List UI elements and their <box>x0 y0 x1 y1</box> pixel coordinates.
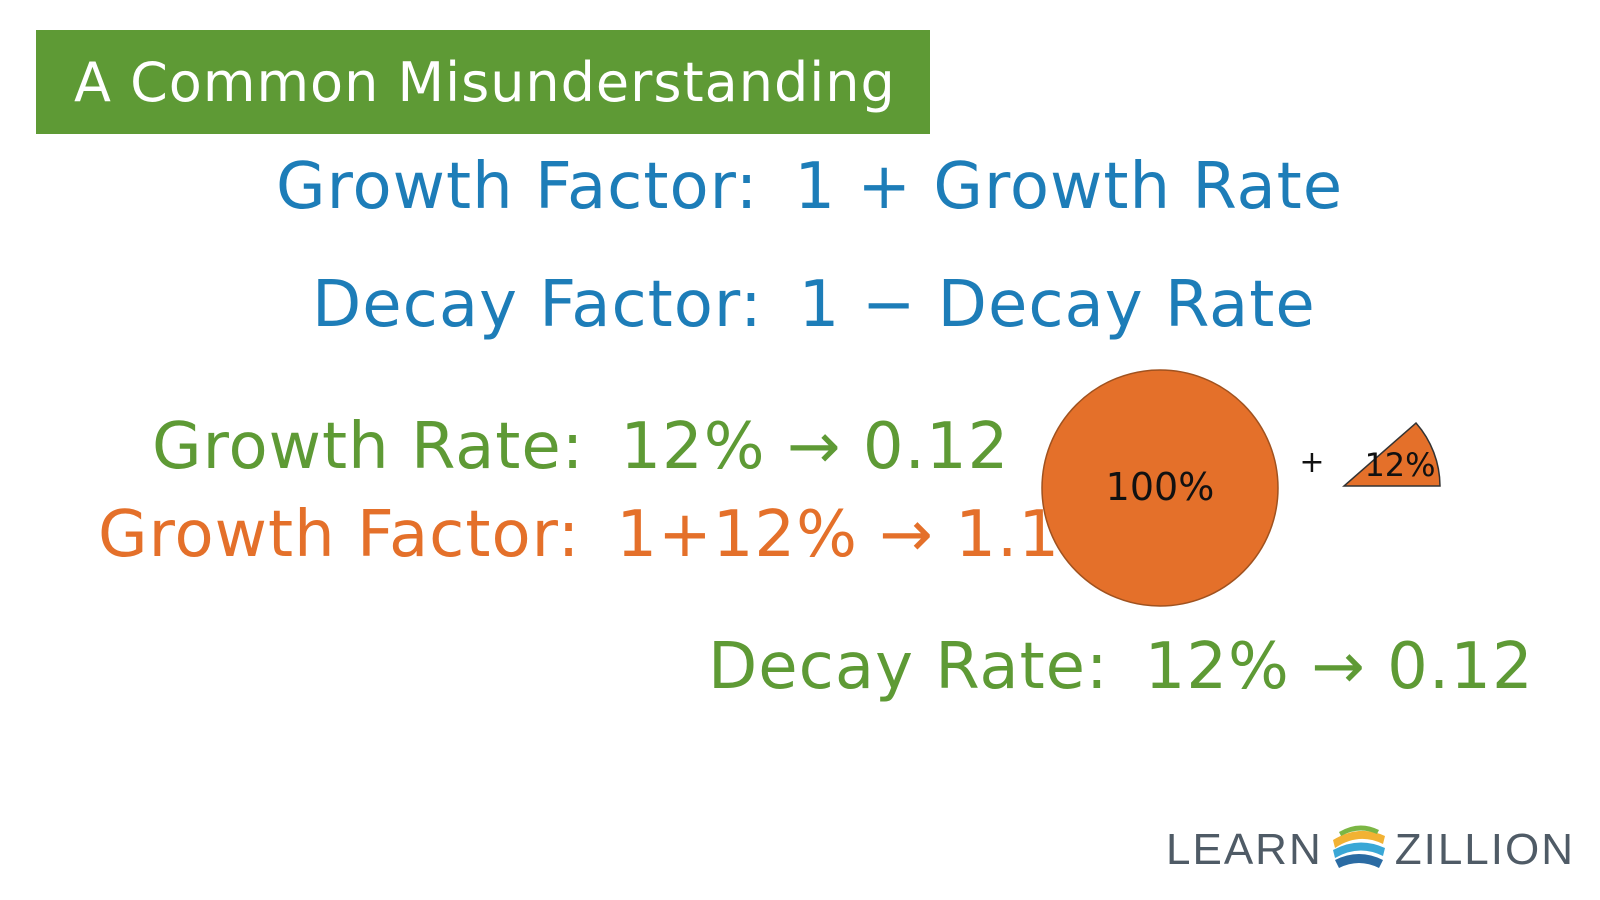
growth-factor-definition: Growth Factor: 1 + Growth Rate <box>276 150 1343 224</box>
logo-left-text: LEARN <box>1166 825 1323 874</box>
growth-factor-definition-label: Growth Factor: <box>276 150 759 224</box>
decay-rate-example: Decay Rate: 12% → 0.12 <box>708 630 1534 704</box>
growth-rate-example-value: 12% → 0.12 <box>620 410 1010 484</box>
plus-sign: + <box>1299 445 1324 480</box>
logo-swirl-icon <box>1328 820 1389 880</box>
decay-factor-definition-formula: 1 − Decay Rate <box>798 268 1316 342</box>
percent-diagram: 100% + 12% <box>1041 369 1441 607</box>
growth-rate-example-label: Growth Rate: <box>152 410 585 484</box>
page-title: A Common Misunderstanding <box>74 50 896 114</box>
learnzillion-logo: LEARN ZILLION <box>1166 818 1575 882</box>
growth-factor-definition-formula: 1 + Growth Rate <box>794 150 1344 224</box>
decay-factor-definition-label: Decay Factor: <box>312 268 763 342</box>
growth-factor-example-value: 1+12% → 1.12 <box>616 498 1102 572</box>
growth-rate-example: Growth Rate: 12% → 0.12 <box>152 410 1009 484</box>
logo-right-text: ZILLION <box>1394 825 1575 874</box>
title-banner: A Common Misunderstanding <box>36 30 930 134</box>
decay-rate-example-value: 12% → 0.12 <box>1144 630 1534 704</box>
slice-label: 12% <box>1364 446 1435 484</box>
growth-factor-example: Growth Factor: 1+12% → 1.12 <box>98 498 1102 572</box>
whole-label: 100% <box>1106 465 1215 509</box>
twelve-percent-slice <box>1342 421 1441 487</box>
whole-circle <box>1041 369 1279 607</box>
growth-factor-example-label: Growth Factor: <box>98 498 581 572</box>
decay-rate-example-label: Decay Rate: <box>708 630 1109 704</box>
decay-factor-definition: Decay Factor: 1 − Decay Rate <box>312 268 1316 342</box>
